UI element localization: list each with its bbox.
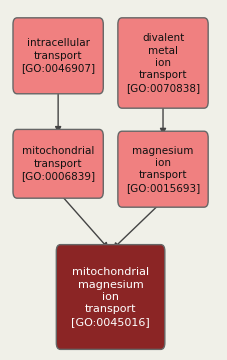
FancyBboxPatch shape <box>117 18 207 108</box>
Text: mitochondrial
magnesium
ion
transport
[GO:0045016]: mitochondrial magnesium ion transport [G… <box>71 267 149 327</box>
Text: mitochondrial
transport
[GO:0006839]: mitochondrial transport [GO:0006839] <box>21 147 95 181</box>
Text: magnesium
ion
transport
[GO:0015693]: magnesium ion transport [GO:0015693] <box>125 145 199 193</box>
FancyBboxPatch shape <box>56 245 164 349</box>
Text: divalent
metal
ion
transport
[GO:0070838]: divalent metal ion transport [GO:0070838… <box>125 33 199 93</box>
FancyBboxPatch shape <box>13 129 103 198</box>
FancyBboxPatch shape <box>13 18 103 94</box>
FancyBboxPatch shape <box>117 131 207 207</box>
Text: intracellular
transport
[GO:0046907]: intracellular transport [GO:0046907] <box>21 39 95 73</box>
